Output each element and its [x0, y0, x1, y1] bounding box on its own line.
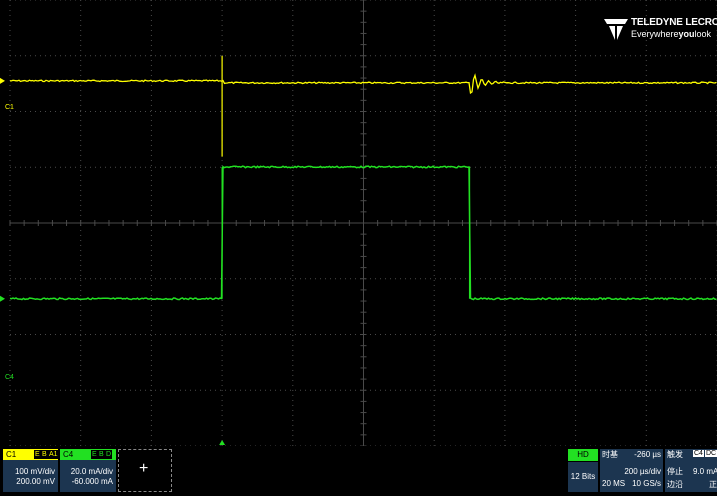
trigger-mode: 停止 — [667, 467, 683, 476]
ch4-trace-marker[interactable]: C4 — [5, 374, 14, 381]
timebase-samples: 20 MS — [602, 479, 626, 488]
timebase-scale: 200 µs/div — [624, 467, 661, 476]
bit-resolution: 12 Bits — [568, 462, 598, 492]
teledyne-logo: TELEDYNE LECROY Everywhereyoulook — [603, 16, 717, 44]
trigger-descriptor[interactable]: 触发 C4 DC 停止 9.0 mA 边沿 正 — [665, 449, 717, 492]
trigger-coupling: DC — [705, 450, 717, 457]
ch1-badge-e: E — [34, 450, 41, 459]
ch1-label: C1 — [6, 450, 17, 459]
ch4-badge-e: E — [91, 450, 98, 459]
trigger-type: 边沿 — [667, 480, 683, 489]
ch4-offset: -60.000 mA — [71, 477, 113, 486]
plus-icon: + — [139, 460, 149, 477]
ch4-waveform — [9, 165, 717, 301]
trigger-source: C4 — [693, 450, 704, 457]
ch1-offset-marker — [0, 77, 5, 84]
bottom-status-bar: C1 E B A1 100 mV/div 200.00 mV C4 E B D … — [0, 446, 717, 496]
trigger-title: 触发 — [667, 450, 683, 459]
ch4-badge-b: B — [98, 450, 105, 459]
timebase-delay: -260 µs — [634, 450, 661, 459]
timebase-descriptor[interactable]: 时基 -260 µs 200 µs/div 20 MS 10 GS/s — [600, 449, 663, 492]
trigger-position-marker — [219, 440, 226, 445]
ch1-badge-a1: A1 — [48, 450, 59, 459]
ch4-descriptor[interactable]: C4 E B D 20.0 mA/div -60.000 mA — [60, 449, 116, 492]
ch4-offset-marker — [0, 295, 5, 302]
timebase-rate: 10 GS/s — [632, 479, 661, 488]
ch1-descriptor[interactable]: C1 E B A1 100 mV/div 200.00 mV — [3, 449, 59, 492]
trigger-level: 9.0 mA — [693, 467, 717, 476]
ch4-badge-d: D — [105, 450, 113, 459]
lecroy-mark-icon — [604, 19, 628, 40]
hd-badge: HD — [568, 449, 598, 461]
timebase-title: 时基 — [602, 450, 618, 459]
ch1-offset: 200.00 mV — [16, 477, 55, 486]
ch1-waveform — [9, 73, 717, 95]
waveform-grid — [0, 0, 717, 446]
brand-tagline: Everywhereyoulook — [631, 29, 712, 39]
ch1-scale: 100 mV/div — [14, 467, 55, 476]
ch4-label: C4 — [63, 450, 74, 459]
ch1-badge-b: B — [41, 450, 48, 459]
add-trace-button[interactable]: + — [118, 449, 172, 492]
trigger-slope: 正 — [709, 480, 717, 489]
brand-name: TELEDYNE LECROY — [631, 17, 717, 28]
timebase-trigger-panel: HD 12 Bits 时基 -260 µs 200 µs/div 20 MS 1… — [568, 449, 717, 492]
ch4-scale: 20.0 mA/div — [70, 467, 113, 476]
ch1-trace-marker[interactable]: C1 — [5, 104, 14, 111]
